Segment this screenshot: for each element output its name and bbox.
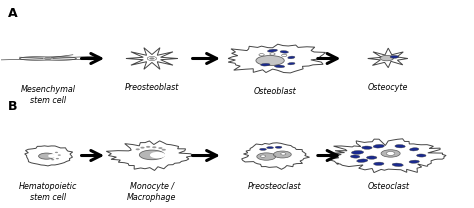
Text: Osteoclast: Osteoclast [367,182,409,191]
Circle shape [152,146,156,148]
Ellipse shape [288,62,295,65]
Circle shape [51,159,54,160]
Ellipse shape [267,49,277,52]
Ellipse shape [275,146,282,148]
Ellipse shape [288,56,295,59]
Text: A: A [8,7,18,20]
Circle shape [259,54,264,56]
Text: Preosteoblast: Preosteoblast [125,83,179,92]
Ellipse shape [273,151,292,158]
Text: Osteocyte: Osteocyte [368,83,409,92]
Polygon shape [228,44,326,73]
Circle shape [58,154,61,156]
Ellipse shape [395,145,405,148]
Ellipse shape [274,65,285,68]
Ellipse shape [267,147,273,149]
Ellipse shape [351,151,364,154]
Circle shape [158,147,163,149]
Polygon shape [25,146,73,166]
Ellipse shape [380,55,393,61]
Ellipse shape [362,146,372,149]
Ellipse shape [261,63,270,66]
Text: Hematopoietic
stem cell: Hematopoietic stem cell [19,182,77,202]
Ellipse shape [150,152,165,158]
Ellipse shape [45,57,52,59]
Ellipse shape [280,51,289,53]
Text: B: B [8,100,17,113]
Ellipse shape [417,154,426,157]
Ellipse shape [392,163,403,167]
Ellipse shape [38,153,55,159]
Text: Osteoblast: Osteoblast [254,87,296,96]
Text: Monocyte /
Macrophage: Monocyte / Macrophage [127,182,177,202]
Polygon shape [242,143,310,169]
Circle shape [149,57,155,60]
Ellipse shape [373,144,384,148]
Ellipse shape [257,153,276,160]
Ellipse shape [381,150,400,157]
Circle shape [140,147,145,149]
Polygon shape [126,48,178,69]
Ellipse shape [260,148,266,150]
Text: Preosteoclast: Preosteoclast [248,182,301,191]
Circle shape [281,153,286,155]
Ellipse shape [390,56,399,58]
Circle shape [162,149,166,151]
Circle shape [56,158,59,159]
Ellipse shape [366,156,377,159]
Circle shape [146,146,150,148]
Polygon shape [368,48,408,68]
Circle shape [270,53,275,55]
Ellipse shape [374,162,384,165]
Circle shape [136,148,140,150]
Ellipse shape [409,160,419,163]
Text: Mesenchymal
stem cell: Mesenchymal stem cell [20,85,75,105]
Circle shape [147,56,156,61]
Circle shape [55,152,58,153]
Ellipse shape [48,154,57,158]
Ellipse shape [139,150,164,160]
Polygon shape [19,57,76,60]
Polygon shape [328,139,446,173]
Polygon shape [106,141,194,171]
Ellipse shape [410,148,419,151]
Circle shape [386,152,395,155]
Ellipse shape [350,155,360,158]
Circle shape [260,155,265,157]
Ellipse shape [256,56,284,66]
Circle shape [282,54,287,57]
Ellipse shape [356,159,368,162]
